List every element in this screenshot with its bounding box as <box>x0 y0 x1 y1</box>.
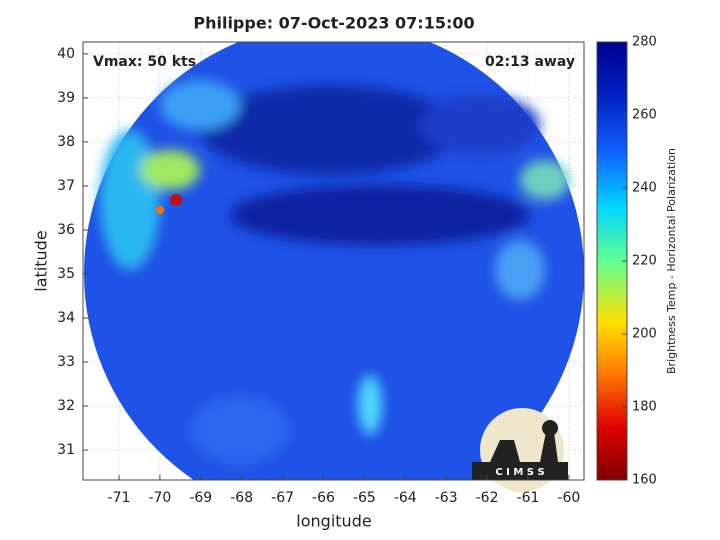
y-tick-label: 32 <box>57 398 75 414</box>
y-tick-label: 37 <box>57 178 75 194</box>
y-tick-label: 36 <box>57 222 75 238</box>
colorbar-tick-label: 180 <box>632 400 657 415</box>
y-axis-label: latitude <box>32 230 51 291</box>
colorbar-tick-label: 280 <box>632 35 657 50</box>
colorbar-tick-label: 220 <box>632 254 657 269</box>
x-tick-label: -71 <box>108 490 131 506</box>
x-tick-label: -63 <box>435 490 458 506</box>
y-tick-label: 38 <box>57 134 75 150</box>
y-tick-label: 34 <box>57 310 75 326</box>
x-tick-label: -70 <box>148 490 171 506</box>
colorbar-tick-label: 260 <box>632 108 657 123</box>
logo: C I M S S <box>472 408 568 492</box>
colorbar-tick-label: 200 <box>632 327 657 342</box>
annotation: 02:13 away <box>485 54 575 70</box>
x-tick-label: -66 <box>312 490 335 506</box>
x-tick-label: -62 <box>476 490 499 506</box>
annotation: Vmax: 50 kts <box>93 54 196 70</box>
plot-frame <box>82 41 585 481</box>
colorbar-tick-label: 240 <box>632 181 657 196</box>
y-tick-label: 33 <box>57 354 75 370</box>
logo-text: C I M S S <box>495 467 544 478</box>
x-tick-label: -60 <box>557 490 580 506</box>
y-tick-label: 31 <box>57 442 75 458</box>
swath <box>84 42 584 480</box>
x-tick-label: -67 <box>271 490 294 506</box>
colorbar-label: Brightness Temp - Horizontal Polarizatio… <box>665 148 678 374</box>
chart-title: Philippe: 07-Oct-2023 07:15:00 <box>193 14 474 33</box>
x-tick-label: -61 <box>517 490 540 506</box>
x-axis-label: longitude <box>296 512 371 531</box>
x-tick-label: -65 <box>353 490 376 506</box>
x-tick-label: -69 <box>189 490 212 506</box>
x-tick-label: -68 <box>230 490 253 506</box>
y-tick-label: 40 <box>57 46 75 62</box>
y-tick-label: 35 <box>57 266 75 282</box>
x-tick-label: -64 <box>394 490 417 506</box>
y-tick-label: 39 <box>57 90 75 106</box>
colorbar-tick-label: 160 <box>632 473 657 488</box>
